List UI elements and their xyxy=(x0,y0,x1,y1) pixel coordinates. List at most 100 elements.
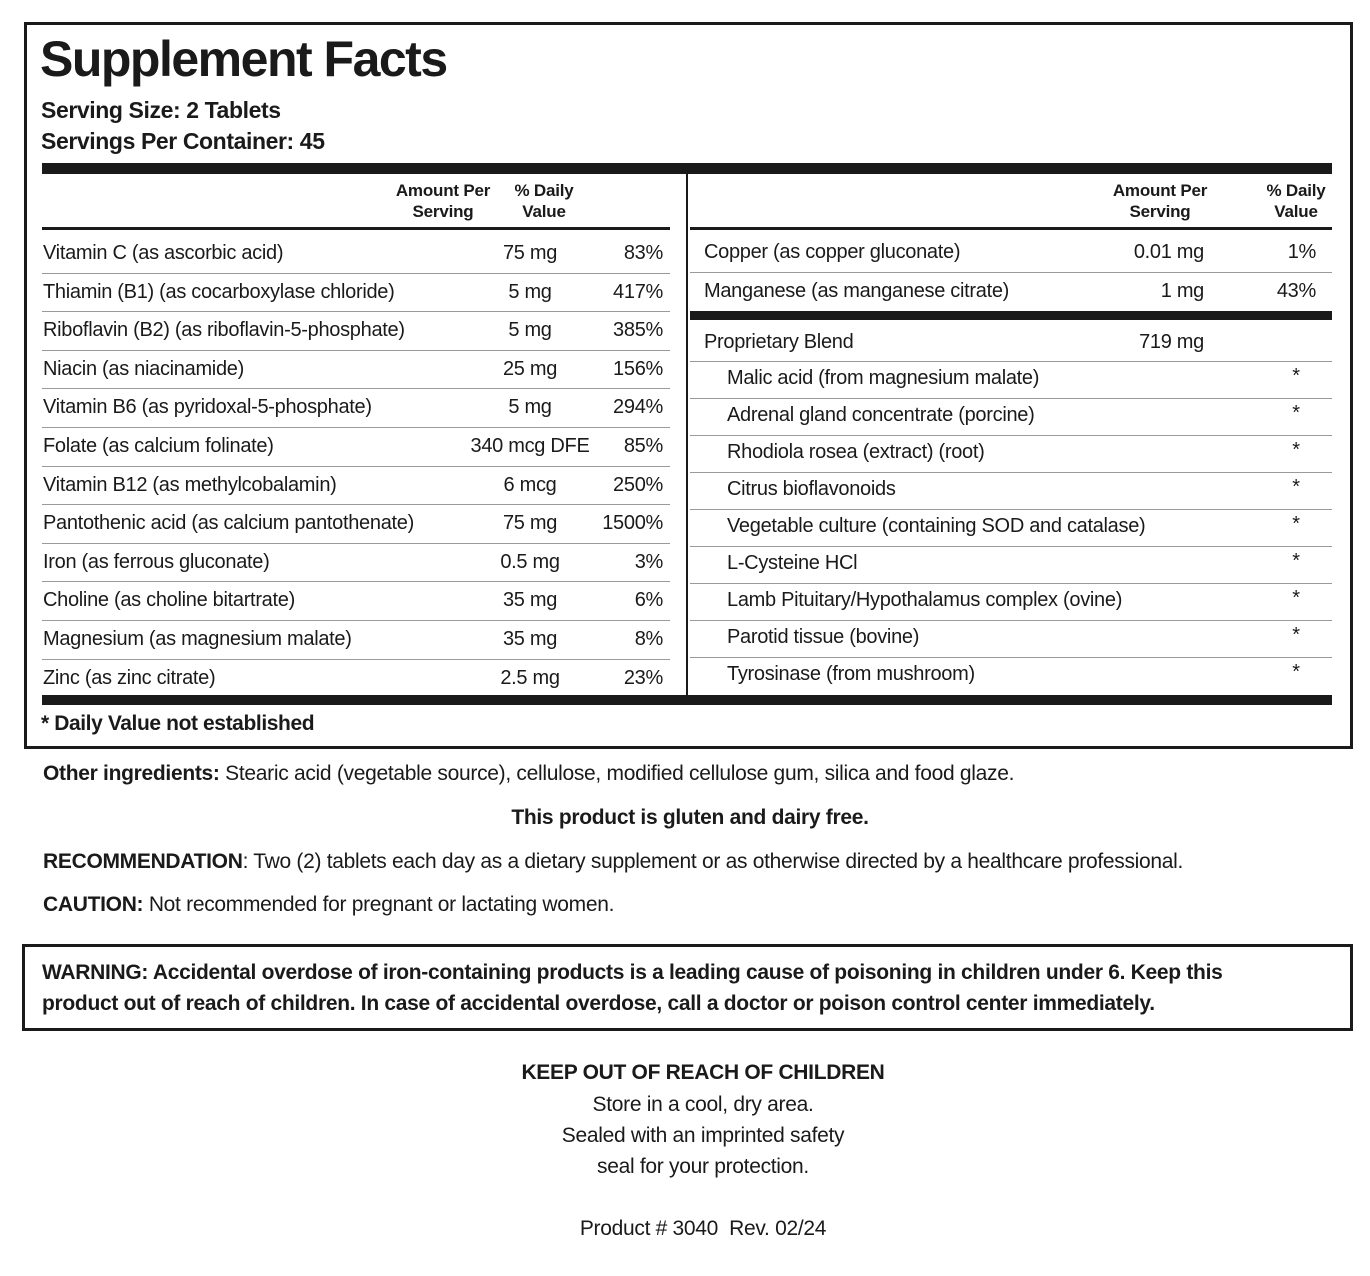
amount: 25 mg xyxy=(502,357,558,380)
row-rule xyxy=(690,361,1332,362)
row-rule xyxy=(690,398,1332,399)
footnote: * Daily Value not established xyxy=(41,712,315,735)
keep-out: KEEP OUT OF REACH OF CHILDREN xyxy=(521,1061,885,1084)
daily-value: * xyxy=(1292,476,1300,498)
amount-header: Amount Per Serving xyxy=(395,181,491,221)
amount: 5 mg xyxy=(508,280,552,303)
warning-box xyxy=(22,944,1353,1031)
row-rule xyxy=(42,542,670,544)
storage-line: seal for your protection. xyxy=(597,1155,809,1178)
blend-item: Adrenal gland concentrate (porcine) xyxy=(727,404,1035,426)
nutrient-name: Copper (as copper gluconate) xyxy=(704,241,961,263)
daily-value: 3% xyxy=(634,550,664,573)
nutrient-name: Niacin (as niacinamide) xyxy=(43,357,244,380)
nutrient-name: Zinc (as zinc citrate) xyxy=(43,666,216,689)
daily-value: 6% xyxy=(634,589,664,612)
blend-item: Citrus bioflavonoids xyxy=(727,478,896,500)
row-rule xyxy=(42,658,670,660)
blend-item: Tyrosinase (from mushroom) xyxy=(727,663,975,685)
header-rule xyxy=(690,227,1332,230)
row-rule xyxy=(42,581,670,583)
row-rule xyxy=(42,427,670,428)
row-rule xyxy=(42,349,670,351)
row-rule xyxy=(690,435,1332,436)
row-rule xyxy=(690,546,1332,547)
daily-value: * xyxy=(1292,624,1300,646)
daily-value: 85% xyxy=(623,435,663,457)
row-rule xyxy=(42,504,670,506)
nutrient-name: Pantothenic acid (as calcium pantothenat… xyxy=(43,512,414,535)
daily-value: * xyxy=(1292,439,1300,461)
row-rule xyxy=(42,388,670,390)
blend-item: Malic acid (from magnesium malate) xyxy=(727,367,1040,389)
warning: WARNING: Accidental overdose of iron-con… xyxy=(42,961,1223,1015)
caution-label: CAUTION: xyxy=(43,893,144,916)
row-rule xyxy=(42,272,670,274)
recommendation: RECOMMENDATION: Two (2) tablets each day… xyxy=(43,850,1183,874)
blend-bar xyxy=(690,311,1332,320)
amount: 2.5 mg xyxy=(500,666,560,689)
daily-value: 1% xyxy=(1287,241,1317,263)
daily-value: 156% xyxy=(613,357,663,380)
row-rule xyxy=(42,465,670,467)
storage-line: Store in a cool, dry area. xyxy=(592,1093,814,1116)
daily-value: * xyxy=(1292,402,1300,424)
nutrient-name: Vitamin B6 (as pyridoxal-5-phosphate) xyxy=(43,396,372,419)
caution: CAUTION: Not recommended for pregnant or… xyxy=(43,893,614,917)
column-divider xyxy=(686,174,688,696)
daily-value: 417% xyxy=(613,280,663,303)
servings-per-container: Servings Per Container: 45 xyxy=(41,128,325,154)
title: Supplement Facts xyxy=(40,31,448,87)
amount: 5 mg xyxy=(508,319,552,342)
daily-value: 294% xyxy=(613,396,663,419)
amount: 0.01 mg xyxy=(1133,241,1204,263)
row-rule xyxy=(42,620,670,621)
daily-value: 1500% xyxy=(602,512,663,535)
row-rule xyxy=(690,583,1332,584)
daily-value: 8% xyxy=(634,628,664,650)
blend-amount: 719 mg xyxy=(1139,331,1204,353)
daily-value: * xyxy=(1292,365,1300,387)
blend-item: Parotid tissue (bovine) xyxy=(727,626,920,648)
daily-value: 250% xyxy=(613,473,663,496)
amount: 1 mg xyxy=(1160,279,1205,302)
daily-value: * xyxy=(1292,550,1300,572)
blend-item: L-Cysteine HCl xyxy=(727,552,858,574)
dv-header: % Daily Value xyxy=(1266,181,1326,221)
row-rule xyxy=(690,509,1332,510)
product-number: Product # 3040 Rev. 02/24 xyxy=(579,1217,827,1240)
nutrient-name: Iron (as ferrous gluconate) xyxy=(43,550,270,573)
serving-size: Serving Size: 2 Tablets xyxy=(41,97,281,123)
nutrient-name: Thiamin (B1) (as cocarboxylase chloride) xyxy=(43,280,395,303)
nutrient-name: Magnesium (as magnesium malate) xyxy=(43,628,352,650)
row-rule xyxy=(690,271,1332,273)
blend-item: Vegetable culture (containing SOD and ca… xyxy=(727,515,1146,537)
amount: 75 mg xyxy=(502,512,558,535)
blend-item: Rhodiola rosea (extract) (root) xyxy=(727,441,985,463)
recommendation-text: : Two (2) tablets each day as a dietary … xyxy=(242,850,1184,873)
nutrient-name: Folate (as calcium folinate) xyxy=(43,435,274,457)
nutrient-name: Vitamin B12 (as methylcobalamin) xyxy=(43,473,337,496)
amount: 340 mcg DFE xyxy=(470,435,590,457)
row-rule xyxy=(42,311,670,313)
nutrient-name: Riboflavin (B2) (as riboflavin-5-phospha… xyxy=(43,319,405,342)
other-ingredients-label: Other ingredients: xyxy=(43,762,220,785)
thick-bar xyxy=(42,695,1332,705)
recommendation-label: RECOMMENDATION xyxy=(43,850,243,873)
gluten-free: This product is gluten and dairy free. xyxy=(511,806,869,829)
daily-value: 43% xyxy=(1276,279,1316,302)
blend-name: Proprietary Blend xyxy=(704,331,854,353)
amount: 35 mg xyxy=(502,628,558,650)
daily-value: * xyxy=(1292,513,1300,535)
storage-line: Sealed with an imprinted safety xyxy=(561,1124,845,1147)
nutrient-name: Choline (as choline bitartrate) xyxy=(43,589,295,612)
other-ingredients-text: Stearic acid (vegetable source), cellulo… xyxy=(225,762,1015,785)
amount: 75 mg xyxy=(502,242,558,264)
dv-header: % Daily Value xyxy=(514,181,574,221)
amount: 5 mg xyxy=(508,396,552,419)
header-rule xyxy=(42,227,670,230)
row-rule xyxy=(690,620,1332,621)
caution-text: Not recommended for pregnant or lactatin… xyxy=(148,893,615,916)
amount: 35 mg xyxy=(502,589,558,612)
